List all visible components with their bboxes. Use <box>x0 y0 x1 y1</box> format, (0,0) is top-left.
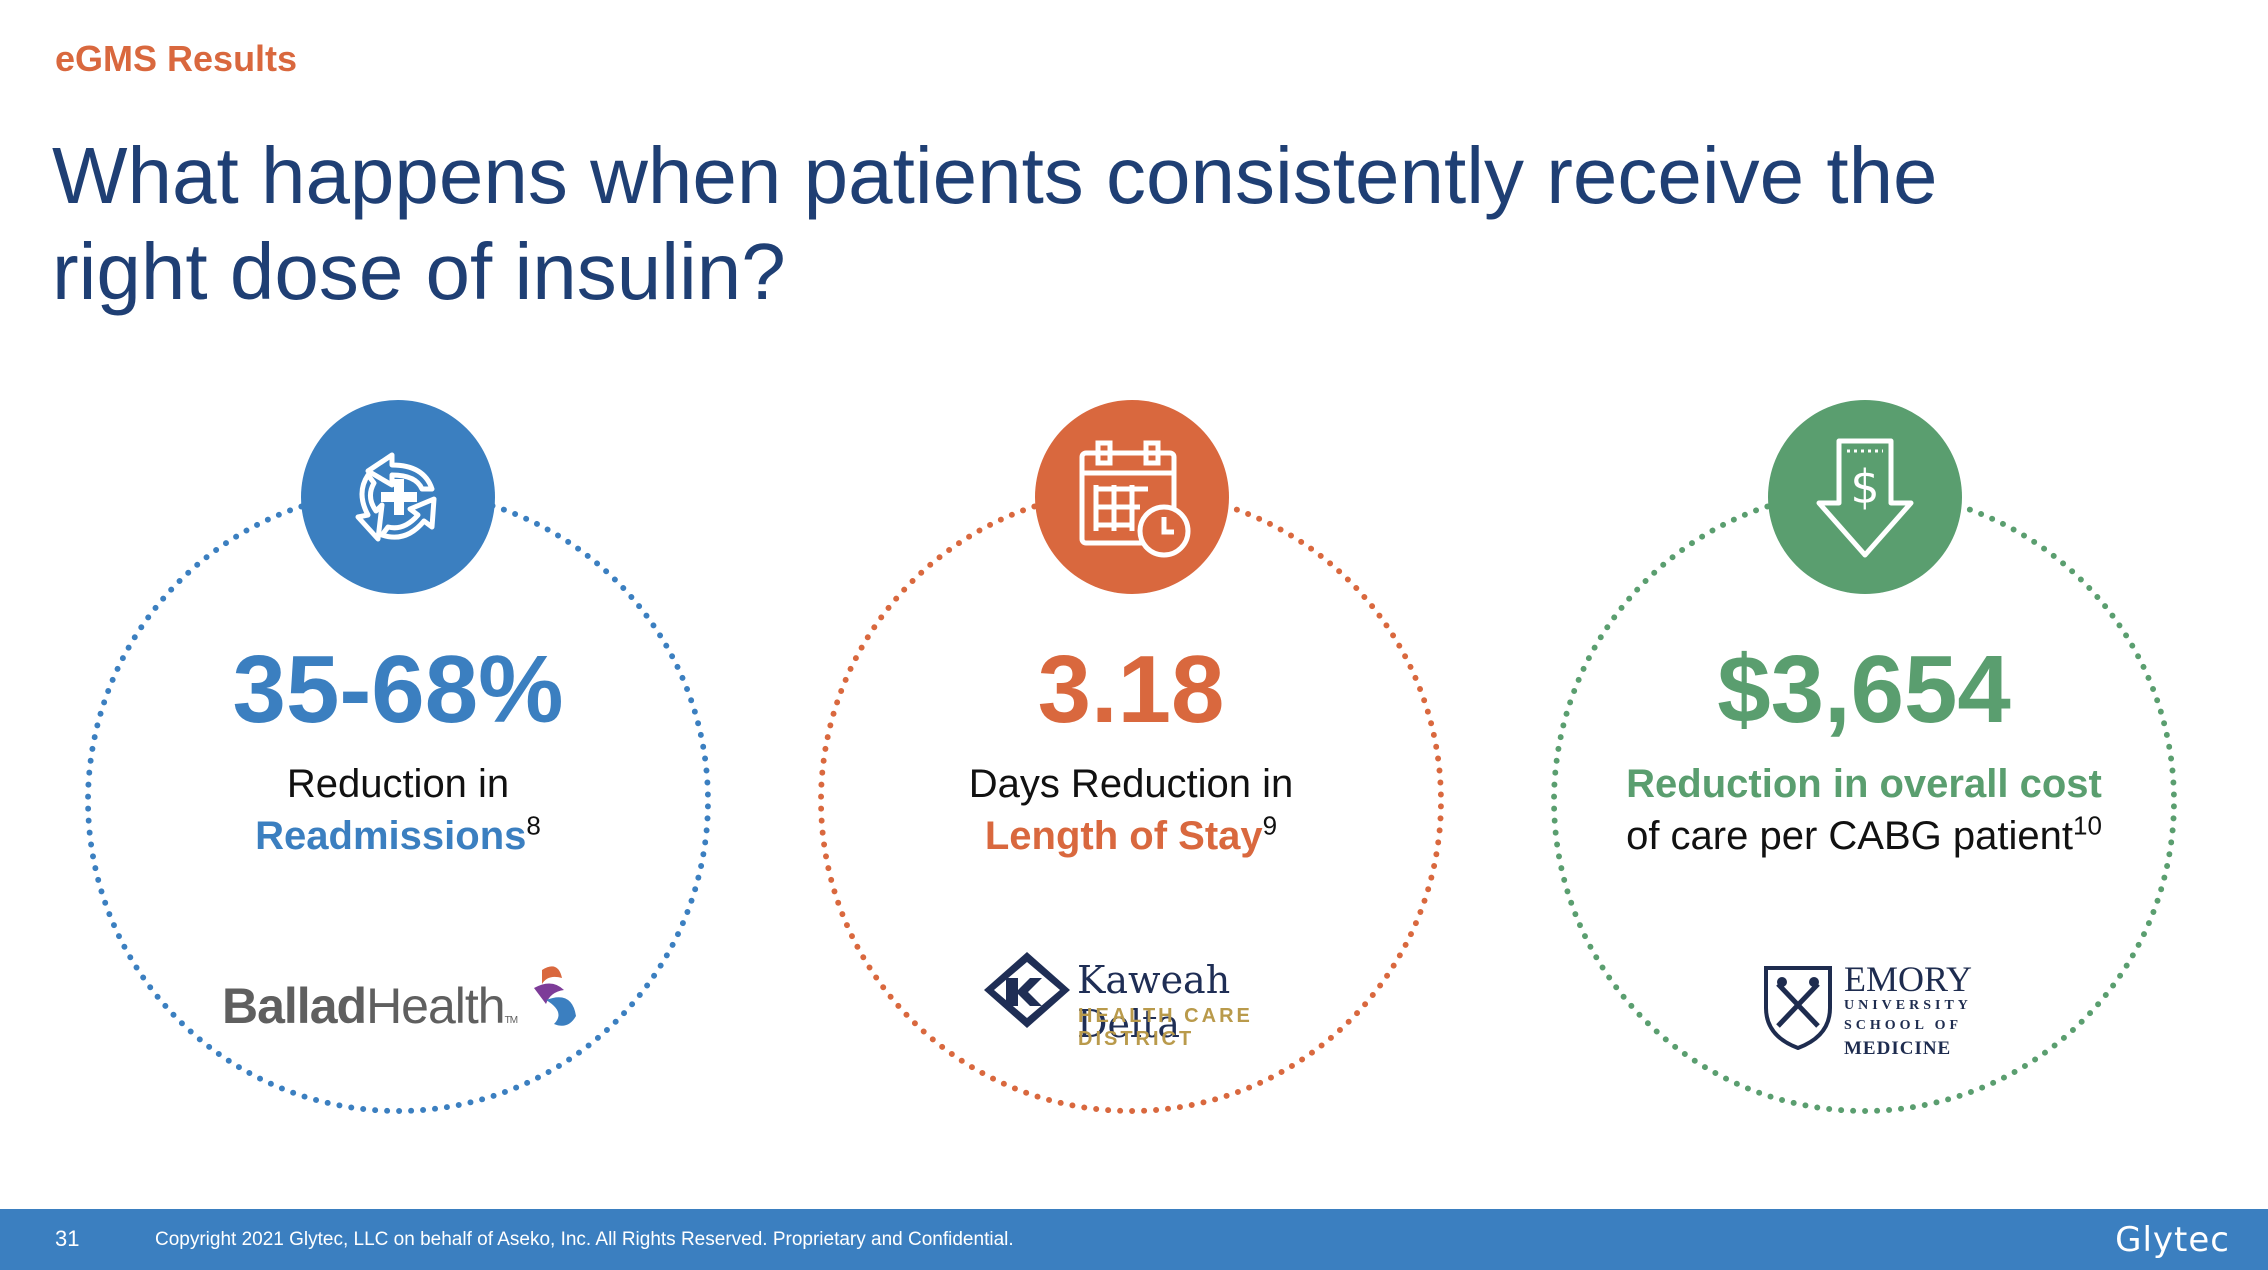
page-number: 31 <box>55 1226 80 1251</box>
stat-cost: $3,654 <box>1717 636 2011 743</box>
ballad-health-logo: BalladHealthTM <box>222 955 582 1035</box>
emory-medicine-logo: EMORY UNIVERSITY SCHOOL OF MEDICINE <box>1762 958 1982 1059</box>
kaweah-delta-logo: Kaweah Delta HEALTH CARE DISTRICT <box>982 950 1322 1050</box>
slide-footer: 31 Copyright 2021 Glytec, LLC on behalf … <box>0 1209 2268 1270</box>
desc-cost: Reduction in overall cost of care per CA… <box>1551 758 2177 862</box>
desc-emphasis: Reduction in overall cost <box>1626 762 2102 806</box>
ballad-health-mark <box>534 966 576 1026</box>
slide-headline: What happens when patients consistently … <box>52 131 1938 316</box>
ballad-health-wordmark: BalladHealthTM <box>222 978 518 1034</box>
desc-line: Reduction in <box>286 762 510 806</box>
calendar-clock-icon <box>1079 440 1191 558</box>
desc-emphasis-line: Readmissions8 <box>85 810 711 862</box>
footnote-marker: 10 <box>2072 810 2102 841</box>
stat-readmissions: 35-68% <box>232 636 564 743</box>
svg-text:$: $ <box>1850 460 1879 514</box>
kaweah-delta-title: Kaweah Delta <box>1077 958 1231 1046</box>
desc-line: of care per CABG patient10 <box>1551 810 2177 862</box>
desc-line-text: of care per CABG patient <box>1626 814 2073 858</box>
desc-line: Days Reduction in <box>968 762 1294 806</box>
brand-logo: Glytec <box>2115 1220 2230 1260</box>
dollar-down-arrow-icon: $ <box>1816 438 1914 558</box>
desc-length-of-stay: Days Reduction in Length of Stay9 <box>818 758 1444 862</box>
recycle-plus-icon <box>355 452 437 542</box>
copyright-notice: Copyright 2021 Glytec, LLC on behalf of … <box>155 1229 1014 1250</box>
badge-readmissions <box>301 400 495 594</box>
desc-readmissions: Reduction in Readmissions8 <box>85 758 711 862</box>
footnote-marker: 9 <box>1262 810 1278 841</box>
stat-length-of-stay: 3.18 <box>1037 636 1225 743</box>
desc-emphasis: Length of Stay <box>984 814 1263 858</box>
desc-emphasis-line: Length of Stay9 <box>818 810 1444 862</box>
badge-cost: $ <box>1768 400 1962 594</box>
emory-sub-medicine: MEDICINE <box>1844 1038 1952 1059</box>
emory-sub-university: UNIVERSITY <box>1844 998 1972 1013</box>
kaweah-delta-subtitle: HEALTH CARE DISTRICT <box>1078 1005 1253 1050</box>
section-eyebrow: eGMS Results <box>55 38 298 79</box>
emory-sub-school: SCHOOL OF <box>1844 1018 1963 1033</box>
emory-name: EMORY <box>1844 959 1973 999</box>
emory-shield-mark <box>1764 966 1832 1050</box>
footnote-marker: 8 <box>526 810 541 841</box>
badge-length-of-stay <box>1035 400 1229 594</box>
desc-emphasis: Readmissions <box>255 814 527 858</box>
kaweah-delta-mark <box>984 952 1070 1028</box>
